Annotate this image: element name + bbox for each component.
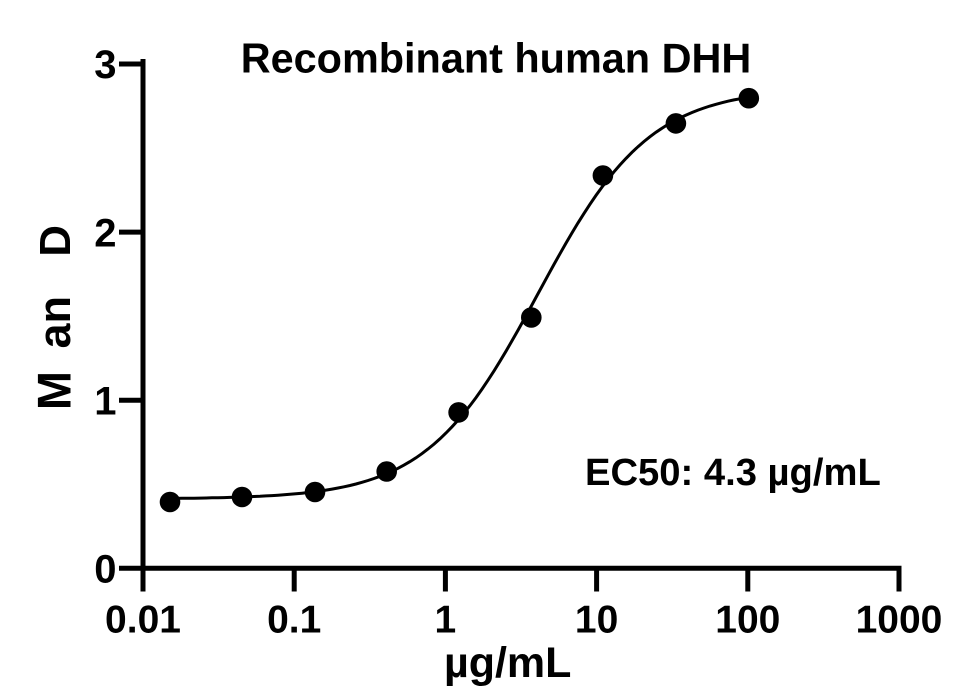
svg-text:µg/mL: µg/mL: [444, 639, 572, 687]
svg-text:M: M: [28, 371, 81, 410]
svg-text:10: 10: [575, 598, 618, 641]
svg-text:an: an: [29, 296, 80, 349]
svg-text:100: 100: [715, 598, 780, 641]
svg-text:0.1: 0.1: [267, 598, 321, 641]
svg-text:3: 3: [94, 43, 116, 87]
svg-text:EC50: 4.3 µg/mL: EC50: 4.3 µg/mL: [585, 451, 881, 494]
svg-text:1000: 1000: [856, 598, 943, 641]
svg-text:0.01: 0.01: [105, 598, 181, 641]
svg-text:D: D: [31, 225, 80, 257]
svg-text:1: 1: [435, 598, 457, 641]
svg-text:2: 2: [94, 211, 116, 255]
svg-text:Recombinant human DHH: Recombinant human DHH: [241, 36, 752, 82]
svg-text:1: 1: [94, 379, 116, 423]
svg-text:0: 0: [94, 548, 116, 592]
